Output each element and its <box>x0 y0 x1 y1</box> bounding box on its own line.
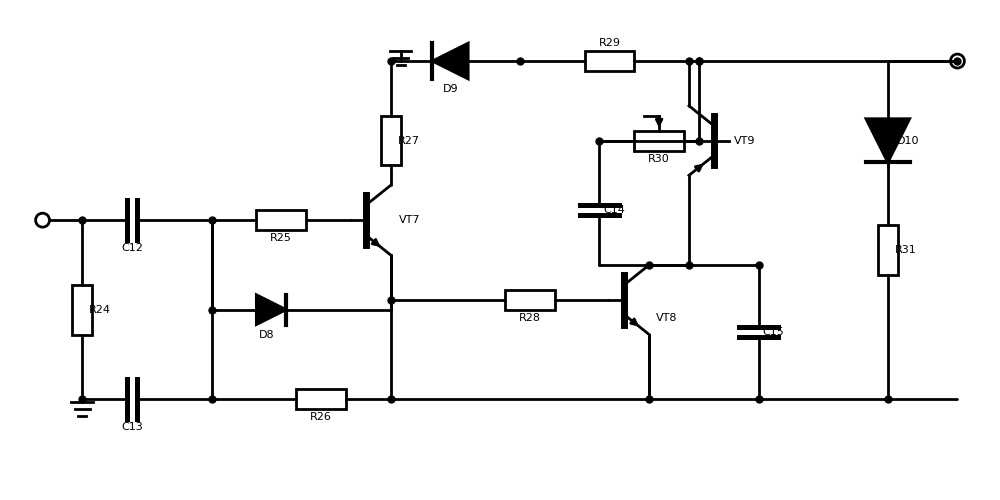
Text: C14: C14 <box>603 205 625 215</box>
Bar <box>381 116 401 166</box>
Bar <box>72 285 92 335</box>
Bar <box>878 225 898 275</box>
Text: VT7: VT7 <box>399 215 420 225</box>
Text: D9: D9 <box>442 84 458 94</box>
Bar <box>634 130 684 150</box>
Text: VT8: VT8 <box>656 312 678 322</box>
Text: R31: R31 <box>895 245 917 255</box>
Text: D8: D8 <box>258 330 274 340</box>
Text: C15: C15 <box>763 327 784 337</box>
Polygon shape <box>432 43 468 79</box>
Text: R24: R24 <box>89 304 111 314</box>
Bar <box>296 389 346 409</box>
Text: VT9: VT9 <box>734 136 755 145</box>
Text: R27: R27 <box>398 136 420 145</box>
Bar <box>585 51 634 71</box>
Bar <box>505 290 555 310</box>
Polygon shape <box>256 294 286 324</box>
Text: R25: R25 <box>270 233 292 243</box>
Text: R26: R26 <box>310 412 332 422</box>
Text: R28: R28 <box>519 312 541 322</box>
Text: R30: R30 <box>648 154 670 164</box>
Text: D10: D10 <box>896 136 919 145</box>
Bar <box>256 210 306 230</box>
Text: C12: C12 <box>121 243 143 253</box>
Text: R29: R29 <box>598 38 620 48</box>
Text: C13: C13 <box>121 422 143 432</box>
Polygon shape <box>866 118 910 162</box>
